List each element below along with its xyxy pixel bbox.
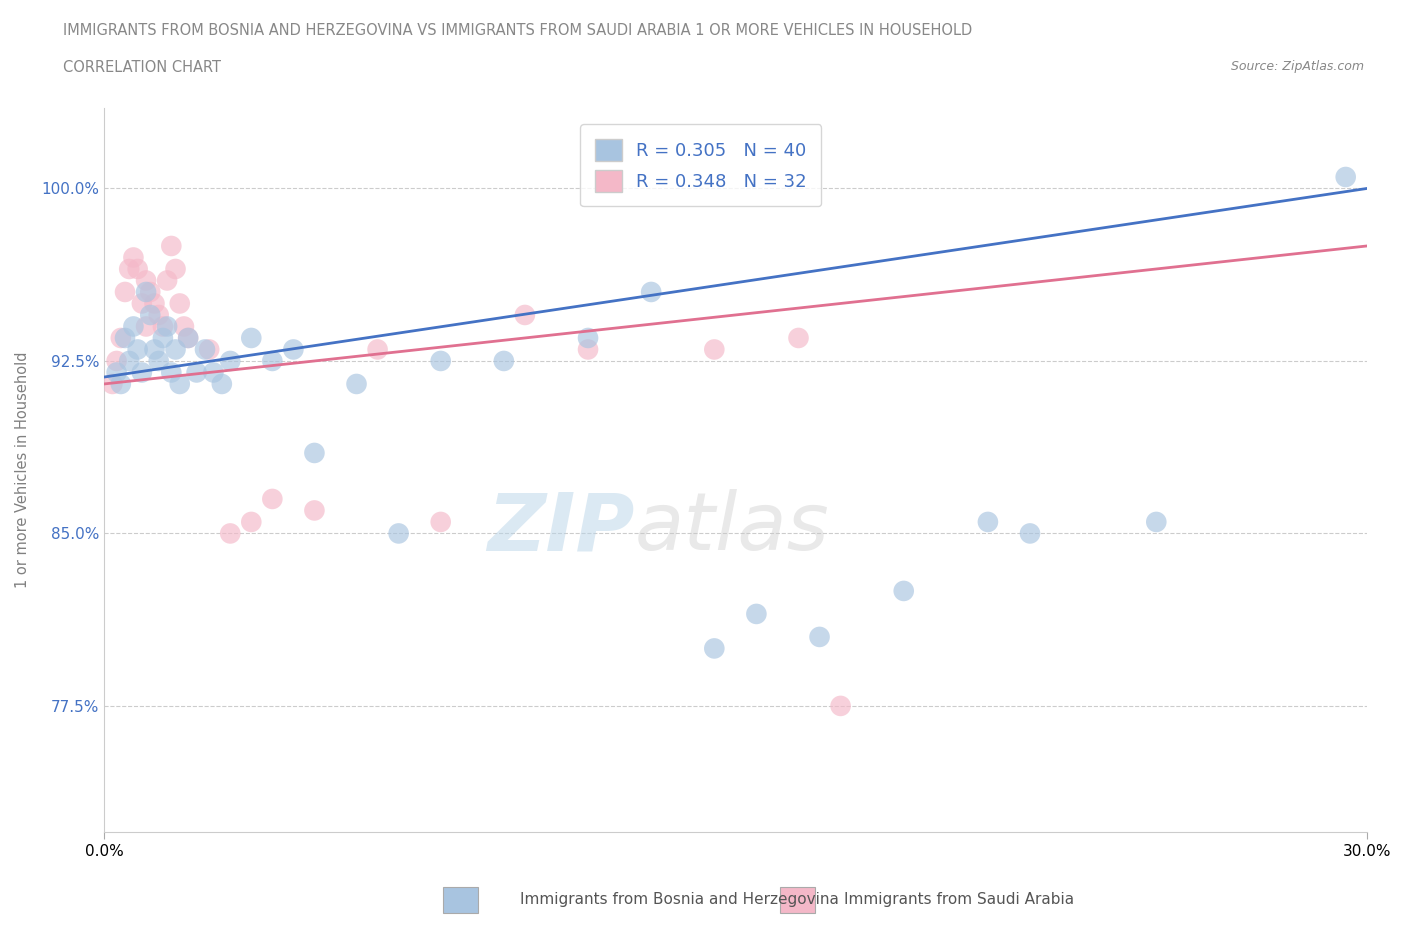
Point (830, 698, 852, 713)
Point (139, 308, 162, 323)
Point (198, 342, 221, 357)
Point (143, 296, 166, 311)
Point (118, 261, 141, 276)
Point (177, 330, 200, 345)
Point (127, 261, 149, 276)
Point (165, 261, 187, 276)
Point (148, 308, 170, 323)
Text: IMMIGRANTS FROM BOSNIA AND HERZEGOVINA VS IMMIGRANTS FROM SAUDI ARABIA 1 OR MORE: IMMIGRANTS FROM BOSNIA AND HERZEGOVINA V… (63, 23, 973, 38)
Point (122, 319, 145, 334)
Point (576, 342, 599, 357)
Point (304, 503, 326, 518)
Point (105, 353, 128, 368)
Point (118, 353, 141, 368)
Point (105, 365, 128, 379)
Point (219, 526, 242, 541)
Point (101, 377, 124, 392)
Point (202, 365, 225, 379)
Point (808, 630, 831, 644)
Point (492, 353, 515, 368)
Point (513, 308, 536, 323)
Y-axis label: 1 or more Vehicles in Household: 1 or more Vehicles in Household (15, 352, 30, 589)
Point (977, 514, 1000, 529)
Point (131, 296, 153, 311)
Point (173, 319, 195, 334)
Point (283, 342, 305, 357)
Point (1019, 526, 1042, 541)
Point (127, 342, 149, 357)
Text: atlas: atlas (634, 489, 830, 567)
Point (893, 583, 915, 598)
Text: Source: ZipAtlas.com: Source: ZipAtlas.com (1230, 60, 1364, 73)
Point (429, 514, 451, 529)
Text: CORRELATION CHART: CORRELATION CHART (63, 60, 221, 75)
Point (143, 342, 166, 357)
Point (114, 330, 136, 345)
Point (388, 526, 411, 541)
Point (787, 330, 810, 345)
Point (262, 491, 284, 506)
Point (152, 319, 174, 334)
Point (177, 330, 200, 345)
Point (745, 606, 768, 621)
Point (139, 285, 162, 299)
Text: Immigrants from Bosnia and Herzegovina: Immigrants from Bosnia and Herzegovina (520, 892, 839, 907)
Point (110, 377, 132, 392)
Point (240, 514, 263, 529)
Point (640, 285, 662, 299)
Point (703, 641, 725, 656)
Point (367, 342, 389, 357)
Point (1334, 169, 1357, 184)
Point (148, 353, 170, 368)
Point (165, 342, 187, 357)
Point (114, 285, 136, 299)
Point (110, 330, 132, 345)
Point (304, 445, 326, 460)
Point (219, 353, 242, 368)
Point (135, 319, 157, 334)
Point (152, 330, 174, 345)
Point (122, 250, 145, 265)
Point (156, 319, 179, 334)
Text: ZIP: ZIP (486, 489, 634, 567)
Point (131, 365, 153, 379)
Point (240, 330, 263, 345)
Text: Immigrants from Saudi Arabia: Immigrants from Saudi Arabia (844, 892, 1074, 907)
Legend: R = 0.305   N = 40, R = 0.348   N = 32: R = 0.305 N = 40, R = 0.348 N = 32 (581, 125, 821, 206)
Point (429, 353, 451, 368)
Point (211, 377, 233, 392)
Point (156, 273, 179, 288)
Point (576, 330, 599, 345)
Point (186, 365, 208, 379)
Point (169, 296, 191, 311)
Point (169, 377, 191, 392)
Point (135, 285, 157, 299)
Point (160, 238, 183, 253)
Point (135, 273, 157, 288)
Point (703, 342, 725, 357)
Point (346, 377, 368, 392)
Point (262, 353, 284, 368)
Point (194, 342, 217, 357)
Point (1144, 514, 1167, 529)
Point (160, 365, 183, 379)
